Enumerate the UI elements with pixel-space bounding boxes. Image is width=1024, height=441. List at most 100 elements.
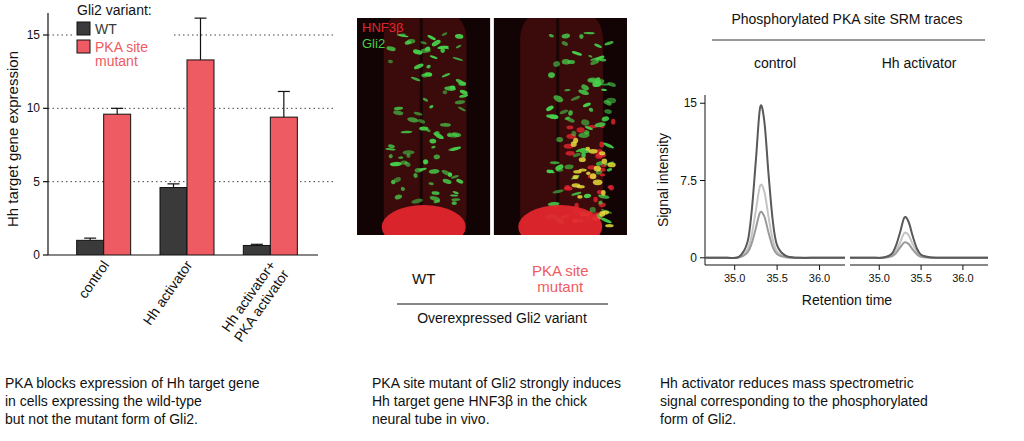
caption-line: form of Gli2. [660, 411, 736, 427]
error-stem [200, 18, 201, 60]
channel-label: HNF3β [362, 20, 403, 35]
y-tick-label: 5 [33, 175, 40, 189]
image-divider [491, 18, 494, 235]
bar [160, 188, 187, 255]
micrograph-cell [420, 41, 427, 45]
error-bar [251, 244, 263, 245]
micrograph-cell [602, 210, 609, 214]
legend-background [72, 2, 172, 72]
micrograph-cell [550, 161, 560, 164]
micrograph-cell [386, 46, 396, 52]
micrograph-cell [577, 127, 585, 132]
micrograph-cell [429, 104, 434, 109]
micrograph-cell [587, 78, 596, 83]
neural-tube [520, 18, 603, 235]
error-cap [251, 244, 263, 245]
micrograph-cell [419, 167, 427, 171]
micrograph-cell [601, 115, 610, 122]
micrograph-cell [422, 159, 429, 166]
x-tick [819, 265, 820, 270]
micrograph-cell [456, 178, 464, 185]
category-label-group: Hh activator [140, 257, 196, 328]
micrograph-cell [566, 151, 575, 156]
micrograph-cell [582, 102, 591, 109]
micrograph-cell [422, 97, 428, 102]
micrograph-cell [604, 109, 612, 115]
bar [104, 114, 131, 255]
error-bar [111, 108, 123, 114]
category-label: control [75, 258, 112, 302]
x-tick-label: 35.0 [869, 272, 890, 284]
micrograph-cell [398, 156, 403, 159]
micrograph-cell [458, 106, 467, 112]
text-line: PKA activator [231, 266, 293, 344]
micrograph-cell [589, 149, 598, 154]
micrograph-cell [406, 153, 411, 158]
y-tick [43, 34, 48, 35]
y-tick [43, 254, 48, 255]
micrograph-cell [431, 191, 439, 195]
figure: 051015Hh target gene expressioncontrolHh… [0, 0, 1024, 441]
micrograph-cell [602, 158, 608, 164]
micrograph-cell [573, 175, 579, 179]
micrograph-cell [579, 157, 586, 162]
micrograph-cell [394, 106, 403, 110]
micrograph-cell [548, 72, 555, 78]
error-cap [111, 108, 123, 109]
micrograph-cell [598, 200, 603, 204]
panel-title: control [754, 55, 796, 71]
y-axis [705, 95, 706, 265]
traces [850, 217, 988, 258]
micrograph-cell [418, 118, 426, 124]
micrograph-cell [388, 144, 396, 149]
micrograph-cell [442, 90, 447, 94]
micrograph-cell [413, 51, 421, 55]
caption-line: signal corresponding to the phosphorylat… [660, 393, 928, 409]
micrograph-cell [608, 163, 616, 168]
micrograph-cell [442, 46, 449, 50]
micrograph-cell [604, 40, 614, 46]
micrograph-cell [429, 169, 440, 174]
y-tick-label: 0 [690, 251, 697, 265]
panel-label: PKA sitemutant [532, 262, 589, 295]
x-axis [850, 265, 988, 266]
y-tick [700, 257, 705, 258]
micrograph-cell [566, 126, 573, 130]
micrograph-cell [580, 83, 590, 91]
micrograph-cell [578, 33, 584, 39]
floor-plate [518, 205, 602, 235]
x-tick-label: 36.0 [809, 272, 830, 284]
micrograph-cell [571, 141, 577, 147]
text-line: Hh activator [140, 257, 196, 328]
micrograph-cell [435, 131, 440, 134]
y-tick-label: 7.5 [680, 174, 697, 188]
micrograph-cell [601, 190, 606, 196]
trace [705, 185, 845, 258]
x-axis [705, 265, 845, 266]
micrograph-cell [568, 110, 573, 116]
category-label: Hh activator+PKA activator [217, 257, 292, 344]
micrograph-cell [556, 168, 564, 173]
micrograph-cell [459, 93, 469, 98]
micrograph-cell [577, 195, 583, 199]
micrograph-cell [606, 168, 612, 172]
micrograph-cell [599, 58, 606, 61]
micrograph-cell [431, 145, 436, 148]
micrograph-cell [422, 73, 428, 76]
trace [850, 217, 988, 258]
traces [705, 105, 845, 258]
y-tick [43, 108, 48, 109]
micrograph-cell [607, 81, 617, 88]
micrograph-cell [437, 45, 449, 50]
micrograph-cell [581, 152, 586, 158]
micrograph-cell [584, 125, 593, 130]
error-bar [278, 91, 290, 117]
micrograph-cell [448, 172, 453, 177]
micrograph-cell [450, 194, 458, 197]
micrograph-cell [595, 78, 606, 87]
legend-label: WT [95, 21, 117, 37]
micrograph-cell [455, 100, 466, 105]
error-stem [117, 108, 118, 114]
micrograph-cell [393, 110, 404, 116]
micrograph-cell [452, 190, 459, 194]
